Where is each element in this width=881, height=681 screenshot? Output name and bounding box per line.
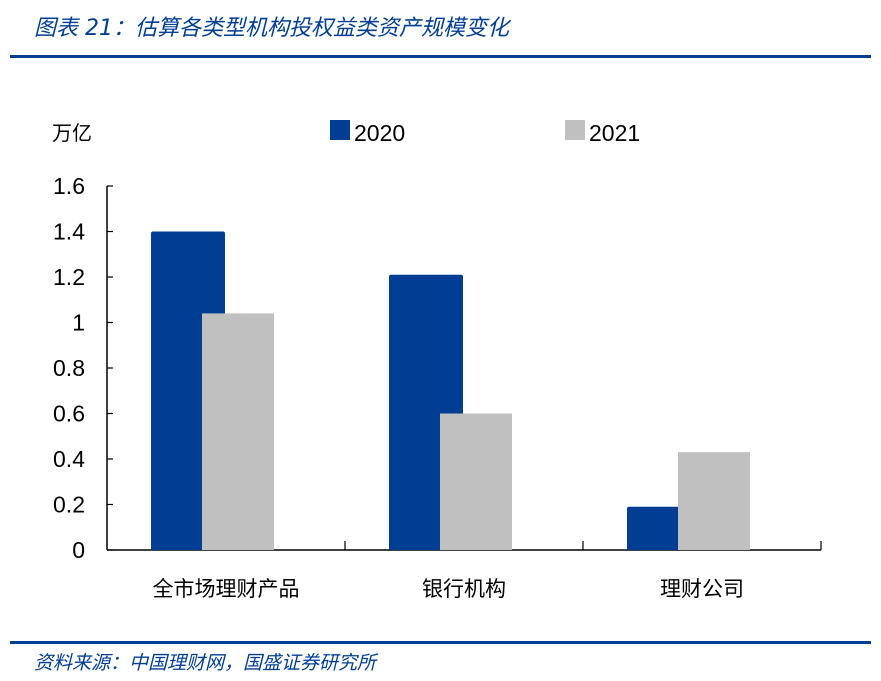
x-tick-label: 银行机构	[422, 578, 506, 601]
y-tick-label: 1.2	[53, 264, 85, 290]
legend-label: 2021	[589, 120, 640, 146]
y-tick-label: 0.4	[53, 446, 85, 472]
y-tick-label: 0.2	[53, 492, 85, 518]
x-tick-label: 理财公司	[660, 578, 744, 601]
top-divider	[10, 55, 871, 58]
source-note: 资料来源：中国理财网，国盛证券研究所	[34, 652, 377, 674]
legend-label: 2020	[354, 120, 405, 146]
legend-swatch-2020	[330, 120, 350, 140]
y-tick-label: 1	[72, 310, 85, 336]
bottom-divider	[10, 641, 871, 644]
bar-2021	[440, 413, 512, 550]
figure-title: 图表 21：估算各类型机构投权益类资产规模变化	[34, 16, 509, 41]
x-tick-label: 全市场理财产品	[153, 578, 300, 601]
bar-2021	[202, 313, 274, 550]
y-tick-label: 0	[72, 537, 85, 563]
y-tick-label: 1.4	[53, 219, 85, 245]
y-tick-label: 0.8	[53, 355, 85, 381]
y-tick-label: 1.6	[53, 173, 85, 199]
y-axis-unit: 万亿	[52, 122, 92, 145]
bar-2021	[678, 452, 750, 550]
y-tick-label: 0.6	[53, 401, 85, 427]
legend-swatch-2021	[565, 120, 585, 140]
